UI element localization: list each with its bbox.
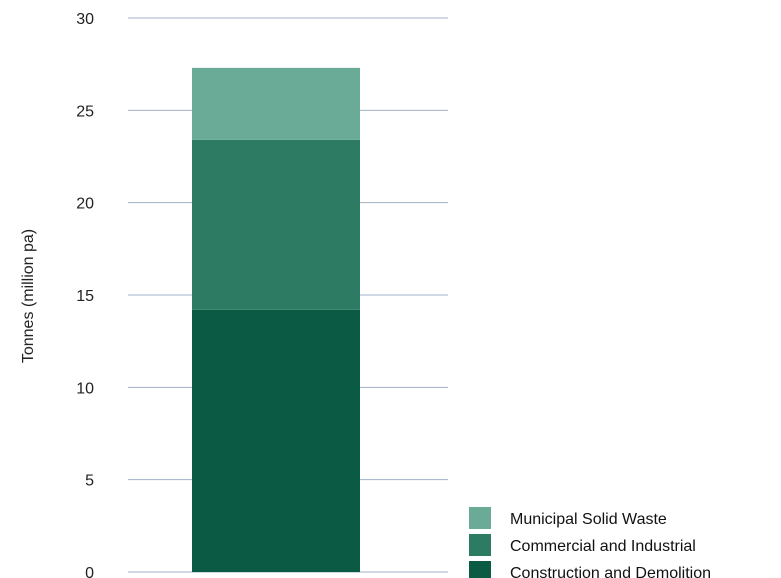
legend-label-municipal-solid-waste: Municipal Solid Waste <box>510 511 667 528</box>
legend-label-commercial-and-industrial: Commercial and Industrial <box>510 538 696 555</box>
legend-swatch-commercial-and-industrial <box>469 534 491 556</box>
y-axis-label: Tonnes (million pa) <box>20 229 37 363</box>
bar-segment-commercial-and-industrial <box>192 139 360 310</box>
y-tick-label: 15 <box>76 288 94 305</box>
y-axis-ticks: 0 5 10 15 20 25 30 <box>76 11 94 578</box>
bar-stack <box>192 67 360 572</box>
y-tick-label: 25 <box>76 103 94 120</box>
legend-swatch-construction-and-demolition <box>469 561 491 578</box>
legend-label-construction-and-demolition: Construction and Demolition <box>510 565 711 578</box>
y-tick-label: 0 <box>85 565 94 578</box>
y-tick-label: 30 <box>76 11 94 28</box>
legend: Municipal Solid Waste Commercial and Indu… <box>469 507 711 578</box>
bar-segment-construction-and-demolition <box>192 309 360 572</box>
legend-swatch-municipal-solid-waste <box>469 507 491 529</box>
y-tick-label: 20 <box>76 196 94 213</box>
y-tick-label: 10 <box>76 380 94 397</box>
bar-segment-municipal-solid-waste <box>192 67 360 140</box>
y-tick-label: 5 <box>85 473 94 490</box>
